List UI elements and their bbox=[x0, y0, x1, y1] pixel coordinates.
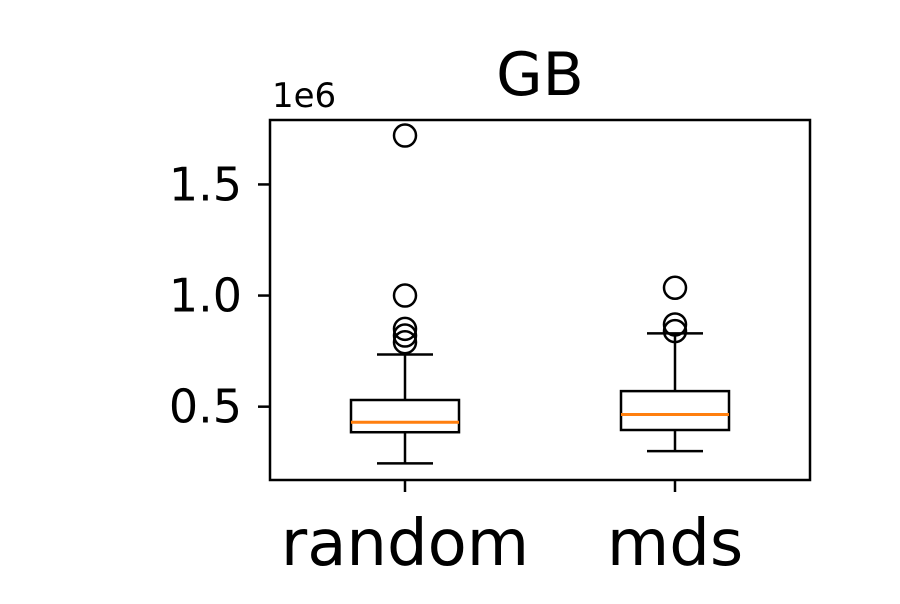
outlier-point bbox=[392, 329, 418, 355]
outlier-point bbox=[662, 318, 688, 344]
iqr-box bbox=[619, 389, 731, 432]
outlier-point bbox=[662, 312, 688, 337]
y-offset-label: 1e6 bbox=[272, 76, 336, 116]
outlier-point bbox=[392, 283, 418, 308]
outlier-point bbox=[392, 316, 418, 342]
y-tick-label: 1.5 bbox=[169, 157, 242, 211]
plot-frame bbox=[268, 118, 812, 482]
y-tick-label: 0.5 bbox=[169, 380, 242, 434]
chart-title: GB bbox=[496, 40, 584, 110]
iqr-box bbox=[349, 398, 461, 434]
x-tick-label: random bbox=[281, 507, 529, 581]
outlier-point bbox=[392, 123, 418, 148]
outlier-point bbox=[662, 275, 688, 301]
y-tick-label: 1.0 bbox=[169, 269, 242, 323]
x-tick-label: mds bbox=[607, 507, 743, 581]
outlier-point bbox=[392, 323, 418, 348]
